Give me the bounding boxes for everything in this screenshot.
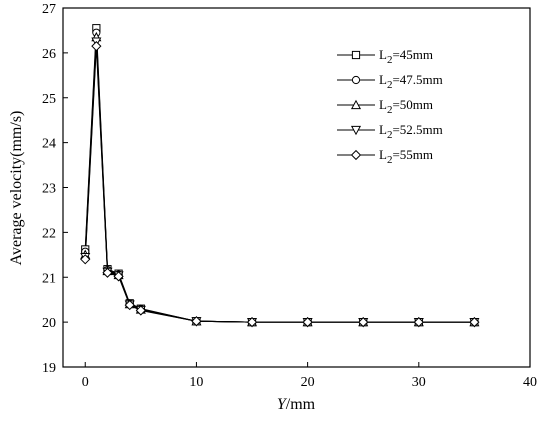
x-tick-label: 10 [189, 375, 203, 390]
legend-marker [351, 50, 361, 60]
y-tick-label: 20 [42, 316, 56, 331]
legend-marker [350, 149, 362, 161]
data-point [469, 317, 480, 328]
legend-label: L2=55mm [379, 147, 433, 166]
x-axis-title-variable: Y [277, 396, 288, 413]
legend-marker [351, 75, 361, 85]
x-tick-label: 40 [523, 375, 537, 390]
data-point [102, 267, 113, 278]
x-axis-title: Y/mm [277, 396, 316, 413]
data-point [80, 254, 91, 265]
legend-label: L2=47.5mm [379, 72, 443, 91]
x-axis-title-unit: /mm [286, 396, 316, 413]
data-point [135, 305, 146, 316]
x-axis-ticks: 0 10 20 30 40 [82, 362, 537, 390]
y-tick-label: 22 [42, 226, 56, 241]
y-tick-label: 27 [42, 2, 56, 17]
legend: L2=45mm L2=47.5mm L2=50mm L2=52.5mm L2=55mm [337, 47, 443, 166]
y-tick-label: 24 [42, 137, 56, 152]
y-axis-ticks: 19 20 21 22 23 24 25 26 27 [42, 2, 68, 376]
legend-label: L2=45mm [379, 47, 433, 66]
data-point [413, 317, 424, 328]
legend-label: L2=50mm [379, 97, 433, 116]
y-tick-label: 19 [42, 361, 56, 376]
data-point [124, 299, 135, 311]
data-point [113, 271, 124, 282]
y-tick-label: 21 [42, 271, 56, 286]
legend-marker [350, 125, 362, 136]
legend-marker [350, 99, 362, 110]
y-tick-label: 25 [42, 92, 56, 107]
y-tick-label: 23 [42, 182, 56, 197]
x-tick-label: 30 [412, 375, 426, 390]
data-point [91, 41, 102, 52]
series-line [84, 46, 475, 323]
data-point [191, 316, 202, 327]
x-tick-label: 20 [301, 375, 315, 390]
y-tick-label: 26 [42, 47, 56, 62]
y-axis-title: Average velocity(mm/s) [8, 111, 25, 266]
data-point [358, 317, 369, 328]
legend-label: L2=52.5mm [379, 122, 443, 141]
data-point [302, 317, 313, 328]
plot-frame [62, 7, 531, 368]
data-point [246, 317, 258, 328]
plot-area [80, 24, 480, 328]
x-tick-label: 0 [82, 375, 89, 390]
